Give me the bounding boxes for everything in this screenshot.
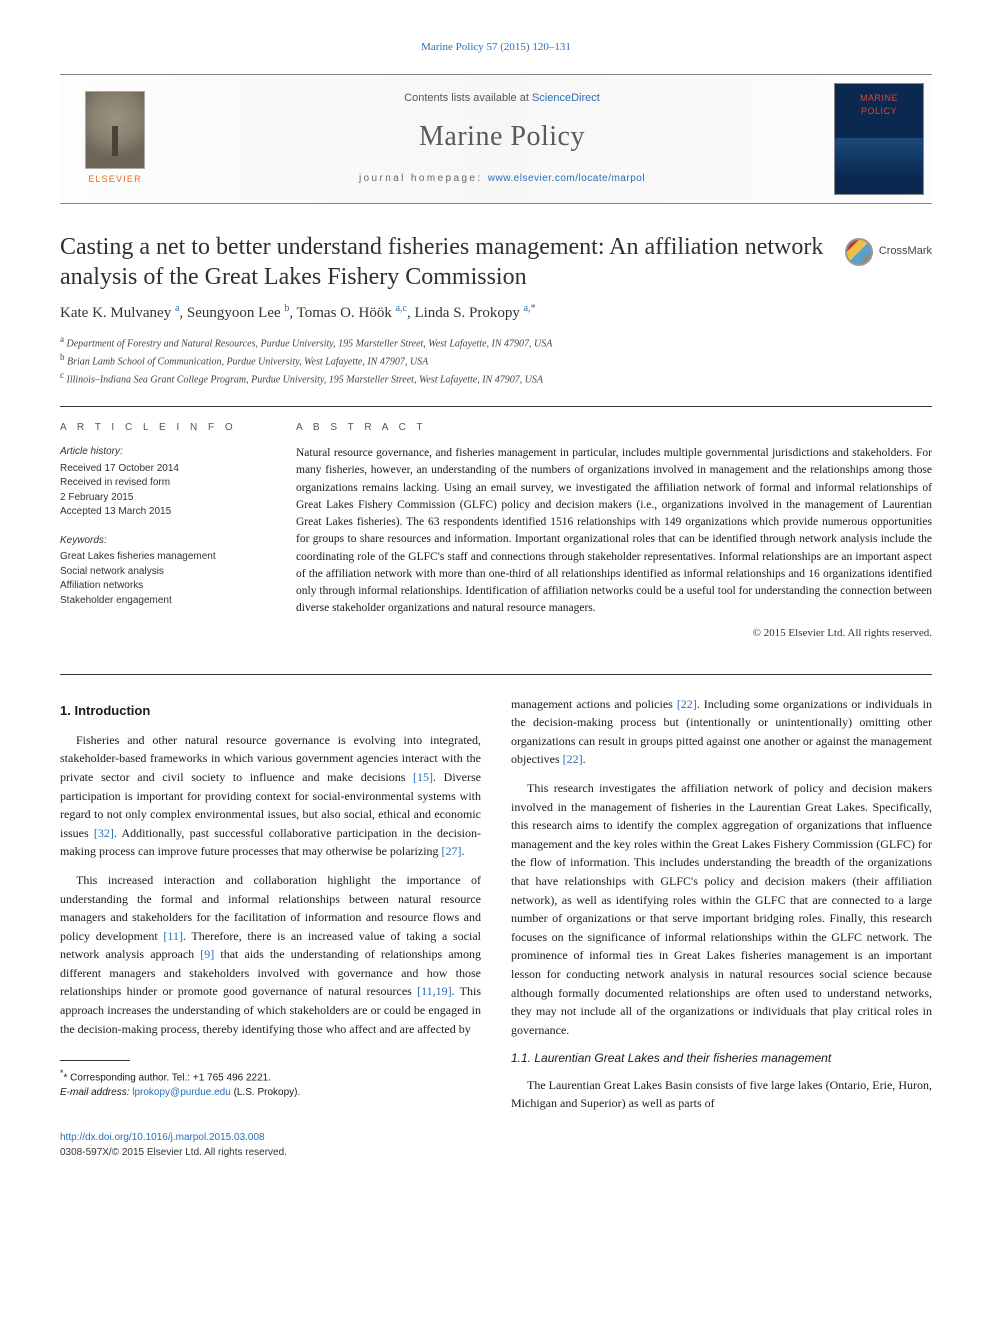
history-revised-label: Received in revised form [60, 476, 264, 491]
doi-link[interactable]: http://dx.doi.org/10.1016/j.marpol.2015.… [60, 1132, 265, 1143]
citation-ref[interactable]: [9] [200, 947, 214, 961]
corresponding-prefix: * Corresponding author. Tel.: [64, 1073, 193, 1084]
publisher-logo[interactable]: ELSEVIER [60, 75, 170, 203]
citation-ref[interactable]: [22] [677, 697, 697, 711]
citation-ref[interactable]: [15] [413, 770, 433, 784]
elsevier-tree-icon [85, 91, 145, 169]
journal-header-band: ELSEVIER Contents lists available at Sci… [60, 74, 932, 204]
contents-list-line: Contents lists available at ScienceDirec… [404, 91, 600, 107]
contents-prefix: Contents lists available at [404, 92, 532, 104]
abstract-column: A B S T R A C T Natural resource governa… [280, 406, 932, 656]
sciencedirect-link[interactable]: ScienceDirect [532, 92, 600, 104]
corresponding-author-note: ** Corresponding author. Tel.: +1 765 49… [60, 1067, 481, 1085]
footnote-rule [60, 1060, 130, 1061]
email-suffix: (L.S. Prokopy). [231, 1087, 300, 1098]
body-paragraph: This increased interaction and collabora… [60, 871, 481, 1038]
citation-ref[interactable]: [27] [442, 844, 462, 858]
top-citation[interactable]: Marine Policy 57 (2015) 120–131 [60, 40, 932, 56]
page-footer: http://dx.doi.org/10.1016/j.marpol.2015.… [60, 1131, 932, 1160]
article-history: Article history: Received 17 October 201… [60, 445, 264, 520]
email-line: E-mail address: lprokopy@purdue.edu (L.S… [60, 1086, 481, 1100]
subsection-heading-laurentian: 1.1. Laurentian Great Lakes and their fi… [511, 1049, 932, 1068]
journal-header-center: Contents lists available at ScienceDirec… [170, 75, 834, 203]
history-label: Article history: [60, 445, 264, 460]
email-label: E-mail address: [60, 1087, 132, 1098]
citation-ref[interactable]: [11] [163, 929, 183, 943]
keyword-item: Social network analysis [60, 565, 264, 580]
history-received: Received 17 October 2014 [60, 462, 264, 477]
publisher-label: ELSEVIER [88, 173, 142, 186]
body-paragraph: This research investigates the affiliati… [511, 779, 932, 1039]
journal-homepage-link[interactable]: www.elsevier.com/locate/marpol [488, 173, 645, 184]
history-accepted: Accepted 13 March 2015 [60, 505, 264, 520]
keywords-label: Keywords: [60, 534, 264, 549]
journal-name: Marine Policy [419, 117, 585, 158]
body-paragraph: management actions and policies [22]. In… [511, 695, 932, 769]
body-paragraph: Fisheries and other natural resource gov… [60, 731, 481, 861]
homepage-prefix: journal homepage: [359, 173, 488, 184]
body-paragraph: The Laurentian Great Lakes Basin consist… [511, 1076, 932, 1113]
history-revised-date: 2 February 2015 [60, 491, 264, 506]
crossmark-label: CrossMark [879, 244, 932, 260]
keywords-block: Keywords: Great Lakes fisheries manageme… [60, 534, 264, 609]
abstract-copyright: © 2015 Elsevier Ltd. All rights reserved… [296, 626, 932, 642]
citation-ref[interactable]: [22] [563, 752, 583, 766]
cover-title-line1: MARINE [860, 92, 898, 105]
keyword-item: Stakeholder engagement [60, 594, 264, 609]
footnotes-block: ** Corresponding author. Tel.: +1 765 49… [60, 1067, 481, 1099]
keyword-item: Great Lakes fisheries management [60, 550, 264, 565]
crossmark-badge[interactable]: CrossMark [845, 238, 932, 266]
email-link[interactable]: lprokopy@purdue.edu [132, 1087, 231, 1098]
issn-copyright-line: 0308-597X/© 2015 Elsevier Ltd. All right… [60, 1147, 287, 1158]
citation-ref[interactable]: [11,19] [417, 984, 452, 998]
body-two-column: 1. Introduction Fisheries and other natu… [60, 695, 932, 1113]
citation-ref[interactable]: [32] [94, 826, 114, 840]
cover-title-line2: POLICY [861, 105, 897, 118]
abstract-heading: A B S T R A C T [296, 421, 932, 436]
authors-line: Kate K. Mulvaney a, Seungyoon Lee b, Tom… [60, 302, 932, 325]
article-info-column: A R T I C L E I N F O Article history: R… [60, 406, 280, 656]
journal-homepage-line: journal homepage: www.elsevier.com/locat… [359, 172, 645, 187]
keyword-item: Affiliation networks [60, 579, 264, 594]
crossmark-icon [845, 238, 873, 266]
article-title: Casting a net to better understand fishe… [60, 232, 827, 292]
cover-wave-graphic [835, 138, 923, 178]
abstract-text: Natural resource governance, and fisheri… [296, 445, 932, 618]
journal-cover-thumb[interactable]: MARINE POLICY [834, 83, 924, 195]
section-heading-introduction: 1. Introduction [60, 701, 481, 721]
affiliations-block: a Department of Forestry and Natural Res… [60, 333, 932, 388]
article-info-heading: A R T I C L E I N F O [60, 421, 264, 436]
corresponding-tel: +1 765 496 2221. [193, 1073, 271, 1084]
